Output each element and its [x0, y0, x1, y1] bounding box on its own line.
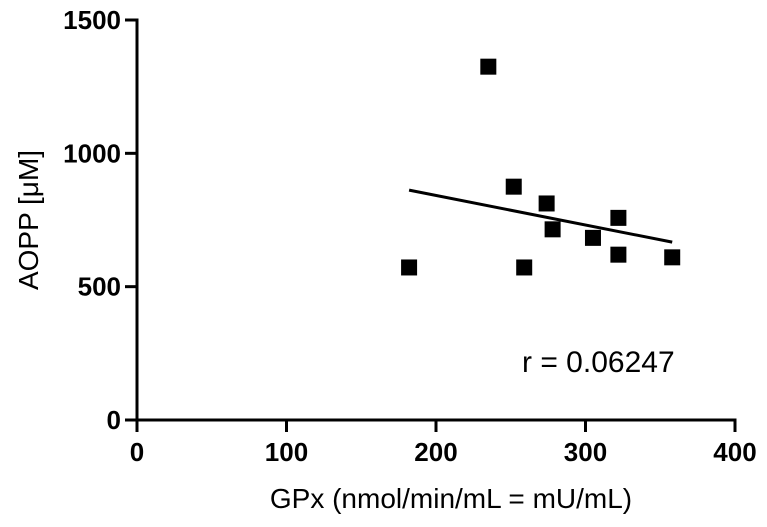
x-tick-label: 200	[414, 437, 457, 467]
y-tick-label: 500	[78, 272, 121, 302]
y-tick-label: 1000	[63, 138, 121, 168]
data-point	[480, 58, 497, 75]
correlation-annotation: r = 0.06247	[522, 346, 675, 379]
data-point	[584, 229, 601, 246]
data-point	[610, 209, 627, 226]
x-tick-label: 300	[564, 437, 607, 467]
y-tick-label: 1500	[63, 5, 121, 35]
data-point	[538, 195, 555, 212]
data-point	[505, 178, 522, 195]
x-tick-label: 100	[265, 437, 308, 467]
y-tick-label: 0	[107, 405, 121, 435]
x-tick-label: 0	[130, 437, 144, 467]
data-points	[401, 58, 681, 276]
data-point	[401, 259, 418, 276]
x-tick-label: 400	[713, 437, 756, 467]
x-axis-title: GPx (nmol/min/mL = mU/mL)	[270, 483, 632, 514]
y-ticks: 0 500 1000 1500	[63, 5, 137, 435]
data-point	[664, 249, 681, 266]
x-ticks: 0 100 200 300 400	[130, 420, 757, 467]
data-point	[516, 259, 533, 276]
regression-line	[408, 188, 673, 244]
data-point	[610, 246, 627, 263]
data-point	[544, 221, 561, 238]
y-axis-title: AOPP [μM]	[13, 150, 44, 290]
